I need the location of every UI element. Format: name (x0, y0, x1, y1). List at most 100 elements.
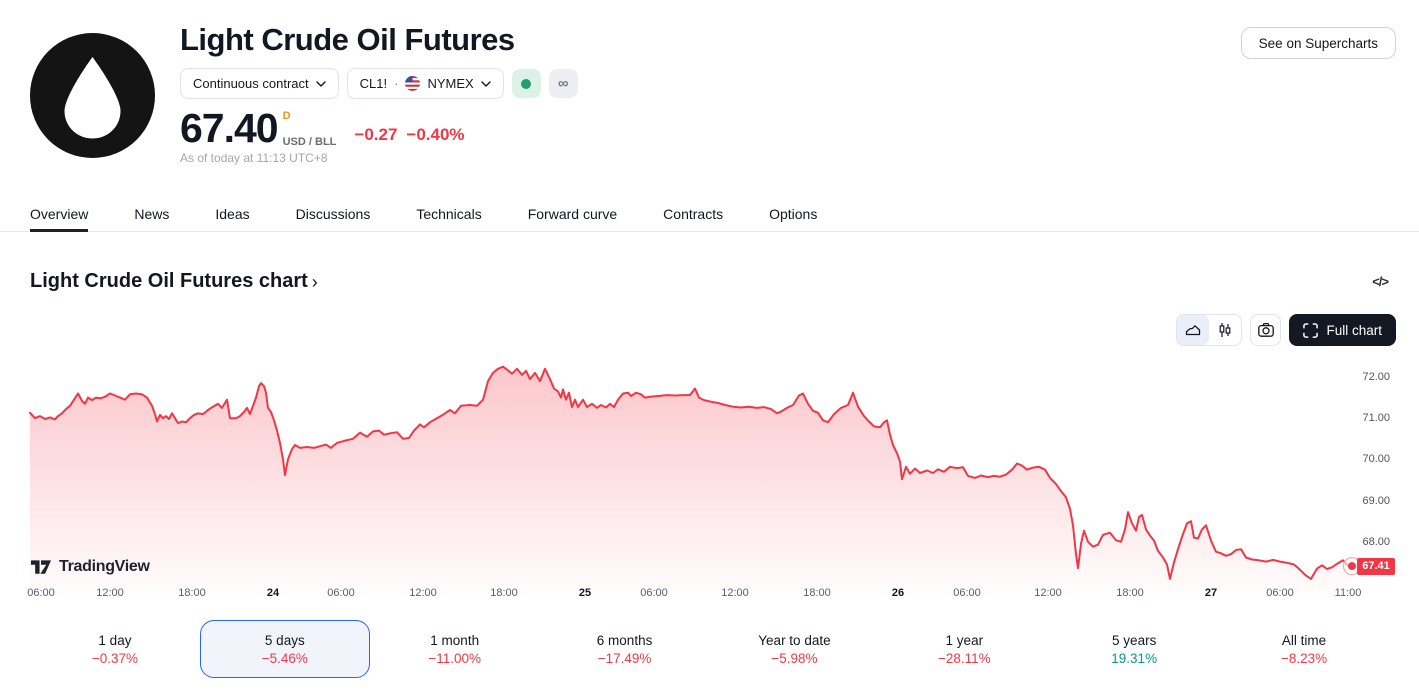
contract-selector-label: Continuous contract (193, 76, 309, 91)
tab-overview[interactable]: Overview (30, 199, 89, 232)
x-axis-label: 18:00 (1116, 587, 1144, 599)
chart-heading-link[interactable]: Light Crude Oil Futures chart › (30, 270, 318, 293)
range-change: −5.98% (771, 650, 818, 666)
date-range-selector: 1 day −0.37% 5 days −5.46% 1 month −11.00% 6 m… (30, 620, 1389, 678)
x-axis-label: 12:00 (1034, 587, 1062, 599)
range-label: 5 days (264, 632, 305, 648)
range-label: 1 month (430, 632, 480, 648)
area-chart-plot (29, 365, 1362, 596)
price-chart[interactable]: 72.00 71.00 70.00 69.00 68.00 67.41 06:00 12:… (0, 346, 1419, 606)
range-5-years[interactable]: 5 years 19.31% (1049, 620, 1219, 678)
range-label: Year to date (758, 632, 831, 648)
range-change: −28.11% (937, 650, 991, 666)
change-absolute: −0.27 (354, 125, 398, 144)
watermark-label: TradingView (59, 558, 150, 575)
fullscreen-icon (1303, 322, 1319, 338)
see-on-supercharts-button[interactable]: See on Supercharts (1240, 27, 1396, 59)
last-price-marker (1348, 562, 1356, 571)
symbol-label: CL1! (359, 76, 388, 91)
contract-selector[interactable]: Continuous contract (180, 68, 339, 99)
dot-separator: · (394, 76, 399, 91)
change-percent: −0.40% (406, 125, 465, 144)
tradingview-logo-icon (30, 559, 52, 574)
range-1-day[interactable]: 1 day −0.37% (30, 620, 200, 678)
tradingview-watermark[interactable]: TradingView (30, 558, 150, 576)
chevron-down-icon (480, 80, 491, 87)
last-price-tag: 67.41 (1357, 557, 1395, 575)
x-axis-label: 12:00 (721, 587, 749, 599)
range-change: −8.23% (1280, 650, 1328, 666)
range-change: 19.31% (1111, 650, 1158, 666)
market-open-dot-icon (521, 78, 532, 89)
candles-chart-style-button[interactable] (1209, 315, 1241, 345)
range-5-days[interactable]: 5 days −5.46% (199, 620, 370, 678)
x-axis-label: 18:00 (490, 587, 518, 599)
last-price: 67.40 (180, 105, 279, 151)
range-label: 5 years (1112, 632, 1157, 648)
symbol-selectors: Continuous contract CL1! · NYMEX (180, 68, 578, 99)
full-chart-button[interactable]: Full chart (1289, 314, 1396, 346)
as-of-timestamp: As of today at 11:13 UTC+8 (180, 151, 328, 165)
area-chart-icon (1186, 325, 1201, 336)
x-axis-label: 06:00 (1266, 587, 1294, 599)
tab-technicals[interactable]: Technicals (416, 206, 482, 222)
range-change: −5.46% (261, 650, 308, 666)
area-chart-style-button[interactable] (1177, 315, 1210, 345)
candlestick-icon (1220, 323, 1231, 337)
x-axis-label: 06:00 (27, 587, 55, 599)
symbol-logo (30, 33, 155, 158)
symbol-selector[interactable]: CL1! · NYMEX (346, 68, 504, 99)
x-axis-label: 18:00 (178, 587, 206, 599)
code-embed-icon[interactable]: </> (1372, 274, 1389, 289)
tab-ideas[interactable]: Ideas (215, 206, 250, 222)
chart-toolbar: Full chart (1176, 314, 1396, 346)
price-change: −0.27 −0.40% (354, 125, 464, 145)
x-axis-label: 27 (1204, 587, 1218, 599)
range-change: −11.00% (428, 650, 482, 666)
x-axis-label: 06:00 (640, 587, 668, 599)
snapshot-camera-button[interactable] (1250, 314, 1282, 346)
chevron-down-icon (315, 80, 326, 87)
x-axis-label: 06:00 (953, 587, 981, 599)
range-year-to-date[interactable]: Year to date −5.98% (710, 620, 880, 678)
tab-discussions[interactable]: Discussions (295, 206, 371, 222)
chart-style-switch (1176, 314, 1243, 346)
continuous-contract-toggle[interactable]: ∞ (548, 69, 578, 98)
x-axis-label: 12:00 (409, 587, 437, 599)
range-label: 6 months (596, 632, 653, 648)
y-axis-label: 68.00 (1362, 535, 1390, 548)
price-block: 67.40 D USD / BLL −0.27 −0.40% (180, 105, 465, 151)
page-title: Light Crude Oil Futures (180, 22, 515, 57)
x-axis-label: 25 (578, 587, 592, 599)
range-label: 1 year (945, 632, 984, 648)
range-change: −0.37% (91, 650, 139, 666)
x-axis-label: 06:00 (327, 587, 355, 599)
tab-news[interactable]: News (134, 206, 170, 222)
interval-badge: D (282, 110, 291, 122)
us-flag-icon (405, 76, 421, 91)
market-status-button[interactable] (511, 69, 541, 98)
oil-drop-icon (30, 33, 155, 158)
range-1-month[interactable]: 1 month −11.00% (370, 620, 540, 678)
chevron-right-icon: › (311, 271, 318, 292)
x-axis-label: 24 (266, 587, 280, 599)
tab-options[interactable]: Options (769, 206, 818, 222)
y-axis-label: 72.00 (1362, 371, 1390, 383)
tab-forward-curve[interactable]: Forward curve (527, 206, 618, 222)
range-change: −17.49% (597, 650, 652, 666)
x-axis-label: 18:00 (803, 587, 831, 599)
y-axis-label: 69.00 (1362, 494, 1390, 507)
price-unit: USD / BLL (282, 136, 337, 148)
infinity-icon: ∞ (557, 75, 569, 92)
x-axis-label: 26 (891, 587, 905, 599)
range-label: All time (1281, 632, 1327, 648)
x-axis-label: 11:00 (1334, 587, 1362, 599)
tab-contracts[interactable]: Contracts (663, 206, 724, 222)
range-1-year[interactable]: 1 year −28.11% (879, 620, 1049, 678)
full-chart-label: Full chart (1326, 322, 1382, 338)
camera-icon (1258, 322, 1274, 337)
range-all-time[interactable]: All time −8.23% (1219, 620, 1389, 678)
tab-bar: Overview News Ideas Discussions Technicals Fo… (0, 199, 1419, 232)
range-6-months[interactable]: 6 months −17.49% (540, 620, 710, 678)
